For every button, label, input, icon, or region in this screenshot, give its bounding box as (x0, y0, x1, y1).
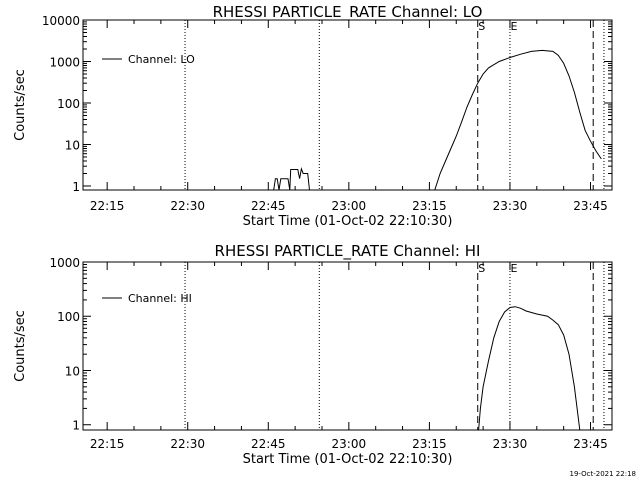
x-tick-label: 22:45 (251, 199, 286, 213)
y-tick-label: 10000 (42, 14, 80, 28)
y-axis-label: Counts/sec (13, 69, 28, 141)
x-tick-label: 22:45 (251, 437, 286, 451)
x-tick-label: 23:00 (332, 437, 367, 451)
x-tick-label: 22:30 (170, 437, 205, 451)
marker-label: S (478, 20, 485, 33)
x-tick-label: 23:30 (493, 437, 528, 451)
x-axis-label: Start Time (01-Oct-02 22:10:30) (243, 214, 453, 229)
y-tick-label: 100 (57, 310, 80, 324)
x-tick-label: 23:00 (332, 199, 367, 213)
legend-entry: Channel: HI (128, 292, 192, 305)
y-tick-label: 1 (72, 180, 80, 194)
x-tick-label: 22:30 (170, 199, 205, 213)
y-tick-label: 10 (65, 364, 80, 378)
y-tick-label: 1000 (49, 55, 80, 69)
chart-title: RHESSI PARTICLE_RATE Channel: LO (213, 3, 483, 22)
y-tick-label: 10 (65, 138, 80, 152)
x-tick-label: 23:45 (573, 437, 608, 451)
y-tick-label: 100 (57, 97, 80, 111)
x-tick-label: 22:15 (90, 199, 125, 213)
x-tick-label: 23:15 (412, 437, 447, 451)
x-axis-label: Start Time (01-Oct-02 22:10:30) (243, 452, 453, 467)
hi-channel-panel: RHESSI PARTICLE_RATE Channel: HI 22:15 22:… (13, 242, 613, 467)
lo-channel-panel: RHESSI PARTICLE_RATE Channel: LO 22:15 22:… (13, 3, 613, 229)
chart-title: RHESSI PARTICLE_RATE Channel: HI (215, 242, 481, 261)
series-line (478, 306, 581, 430)
x-tick-label: 23:45 (573, 199, 608, 213)
series-line (273, 49, 602, 190)
x-tick-label: 23:30 (493, 199, 528, 213)
y-tick-label: 1000 (49, 256, 80, 270)
x-tick-label: 22:15 (90, 437, 125, 451)
plot-frame (82, 261, 613, 431)
legend-entry: Channel: LO (128, 53, 195, 66)
marker-label: E (510, 262, 517, 275)
x-tick-label: 23:15 (412, 199, 447, 213)
marker-label: S (478, 262, 485, 275)
plot-timestamp: 19-Oct-2021 22:18 (570, 470, 636, 478)
plot-frame (82, 19, 613, 191)
y-tick-label: 1 (72, 419, 80, 433)
y-axis-label: Counts/sec (13, 310, 28, 382)
marker-label: E (510, 20, 517, 33)
